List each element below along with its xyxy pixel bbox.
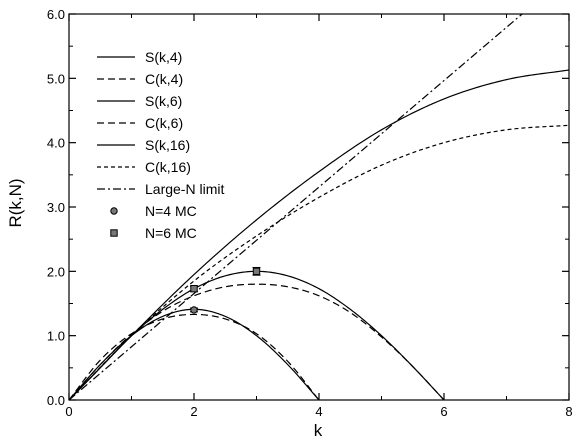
x-tick-label: 6 xyxy=(440,404,447,419)
y-tick-label: 5.0 xyxy=(47,71,65,86)
legend: S(k,4) C(k,4) S(k,6) C(k,6) S(k,16) C(k,16) La… xyxy=(97,49,224,241)
x-tick-label: 2 xyxy=(190,404,197,419)
legend-entry-s-k-16: S(k,16) xyxy=(97,137,190,153)
y-tick-label: 3.0 xyxy=(47,200,65,215)
data-point-n-6-mc xyxy=(190,285,198,293)
legend-entry-n-6-mc: N=6 MC xyxy=(110,225,197,241)
legend-marker xyxy=(110,229,118,237)
legend-marker xyxy=(110,207,118,215)
y-tick-label: 1.0 xyxy=(47,329,65,344)
legend-entry-c-k-6: C(k,6) xyxy=(97,115,183,131)
y-tick-label: 0.0 xyxy=(47,393,65,408)
series-layer xyxy=(68,13,570,401)
legend-entry-s-k-6: S(k,6) xyxy=(97,93,182,109)
series-line-c-k-4 xyxy=(68,313,320,401)
legend-label: S(k,6) xyxy=(145,93,182,109)
axes-frame xyxy=(68,13,570,401)
x-tick-label: 0 xyxy=(65,404,72,419)
series-line-large-n-limit xyxy=(68,13,523,401)
y-tick-label: 4.0 xyxy=(47,136,65,151)
x-axis-label: k xyxy=(314,421,323,438)
legend-entry-c-k-4: C(k,4) xyxy=(97,71,183,87)
series-line-c-k-6 xyxy=(68,283,445,401)
legend-label: N=4 MC xyxy=(145,203,197,219)
legend-entry-n-4-mc: N=4 MC xyxy=(110,203,197,219)
y-axis-label: R(k,N) xyxy=(6,178,25,227)
tick-layer: 0 2 4 6 8 0.0 1.0 2.0 3.0 4.0 5.0 6.0 xyxy=(47,7,573,419)
legend-label: C(k,4) xyxy=(145,71,183,87)
x-tick-label: 8 xyxy=(565,404,572,419)
legend-entry-s-k-4: S(k,4) xyxy=(97,49,182,65)
legend-label: C(k,16) xyxy=(145,159,191,175)
series-line-s-k-16 xyxy=(68,69,570,401)
x-tick-label: 4 xyxy=(315,404,322,419)
legend-label: S(k,4) xyxy=(145,49,182,65)
legend-entry-c-k-16: C(k,16) xyxy=(97,159,191,175)
legend-label: N=6 MC xyxy=(145,225,197,241)
legend-label: C(k,6) xyxy=(145,115,183,131)
legend-label: Large-N limit xyxy=(145,181,224,197)
y-tick-label: 6.0 xyxy=(47,7,65,22)
y-tick-label: 2.0 xyxy=(47,264,65,279)
plot-border xyxy=(68,13,570,401)
legend-label: S(k,16) xyxy=(145,137,190,153)
data-point-n-4-mc xyxy=(190,306,198,314)
legend-entry-large-n-limit: Large-N limit xyxy=(97,181,224,197)
series-line-c-k-16 xyxy=(68,124,570,401)
data-point-n-6-mc xyxy=(252,267,261,276)
